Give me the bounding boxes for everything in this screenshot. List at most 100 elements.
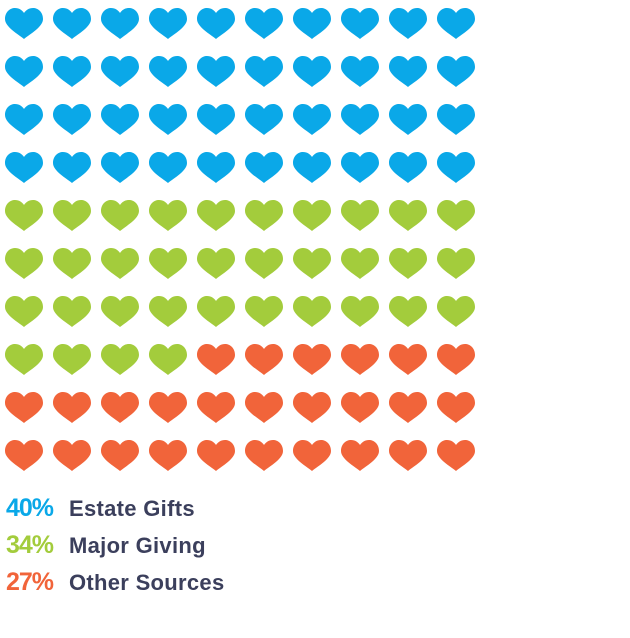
heart-icon xyxy=(245,344,283,375)
heart-icon xyxy=(389,8,427,39)
heart-icon xyxy=(149,104,187,135)
heart-icon xyxy=(53,392,91,423)
heart-icon xyxy=(53,56,91,87)
heart-icon xyxy=(341,8,379,39)
heart-icon xyxy=(197,104,235,135)
heart-icon xyxy=(197,152,235,183)
heart-icon xyxy=(341,56,379,87)
legend-percent: 40% xyxy=(6,494,54,522)
heart-icon xyxy=(197,296,235,327)
heart-icon xyxy=(53,248,91,279)
heart-icon xyxy=(149,152,187,183)
waffle-chart xyxy=(5,8,475,471)
heart-icon xyxy=(293,56,331,87)
heart-icon xyxy=(245,248,283,279)
heart-icon xyxy=(389,440,427,471)
heart-icon xyxy=(53,8,91,39)
legend-percent: 34% xyxy=(6,531,54,559)
heart-icon xyxy=(149,344,187,375)
heart-icon xyxy=(389,296,427,327)
heart-icon xyxy=(245,8,283,39)
heart-icon xyxy=(5,344,43,375)
heart-icon xyxy=(293,440,331,471)
heart-icon xyxy=(5,296,43,327)
heart-icon xyxy=(389,104,427,135)
heart-icon xyxy=(437,200,475,231)
heart-icon xyxy=(149,56,187,87)
legend-percent: 27% xyxy=(6,568,54,596)
heart-icon xyxy=(197,440,235,471)
heart-icon xyxy=(149,392,187,423)
heart-icon xyxy=(341,152,379,183)
heart-icon xyxy=(341,200,379,231)
heart-icon xyxy=(101,248,139,279)
heart-icon xyxy=(101,296,139,327)
heart-icon xyxy=(341,296,379,327)
heart-icon xyxy=(341,440,379,471)
heart-icon xyxy=(53,440,91,471)
heart-icon xyxy=(437,56,475,87)
heart-icon xyxy=(437,440,475,471)
heart-icon xyxy=(101,56,139,87)
heart-icon xyxy=(245,296,283,327)
heart-icon xyxy=(293,296,331,327)
heart-icon xyxy=(293,248,331,279)
heart-icon xyxy=(53,104,91,135)
heart-icon xyxy=(149,8,187,39)
heart-icon xyxy=(293,344,331,375)
heart-icon xyxy=(245,104,283,135)
heart-icon xyxy=(341,104,379,135)
heart-icon xyxy=(197,392,235,423)
heart-icon xyxy=(53,152,91,183)
legend-label: Estate Gifts xyxy=(69,495,195,521)
heart-icon xyxy=(341,344,379,375)
heart-icon xyxy=(437,344,475,375)
heart-icon xyxy=(293,392,331,423)
heart-icon xyxy=(293,152,331,183)
heart-icon xyxy=(101,8,139,39)
legend-item-estate-gifts: 40% Estate Gifts xyxy=(6,490,406,527)
heart-icon xyxy=(5,392,43,423)
heart-icon xyxy=(5,200,43,231)
heart-icon xyxy=(389,56,427,87)
heart-icon xyxy=(197,200,235,231)
heart-icon xyxy=(437,152,475,183)
heart-icon xyxy=(101,152,139,183)
heart-icon xyxy=(197,8,235,39)
heart-icon xyxy=(437,296,475,327)
heart-icon xyxy=(5,8,43,39)
heart-icon xyxy=(389,392,427,423)
heart-icon xyxy=(101,440,139,471)
heart-icon xyxy=(197,56,235,87)
heart-icon xyxy=(437,104,475,135)
legend-item-other-sources: 27% Other Sources xyxy=(6,564,406,601)
legend-label: Other Sources xyxy=(69,569,225,595)
heart-icon xyxy=(101,200,139,231)
heart-icon xyxy=(389,344,427,375)
heart-icon xyxy=(389,248,427,279)
heart-icon xyxy=(245,152,283,183)
heart-icon xyxy=(245,392,283,423)
heart-icon xyxy=(149,248,187,279)
heart-icon xyxy=(149,200,187,231)
heart-icon xyxy=(5,152,43,183)
heart-icon xyxy=(101,104,139,135)
heart-icon xyxy=(5,248,43,279)
heart-icon xyxy=(149,440,187,471)
heart-icon xyxy=(197,344,235,375)
heart-icon xyxy=(53,296,91,327)
heart-icon xyxy=(5,56,43,87)
heart-icon xyxy=(341,248,379,279)
heart-icon xyxy=(245,200,283,231)
heart-icon xyxy=(389,200,427,231)
legend: 40% Estate Gifts 34% Major Giving 27% Ot… xyxy=(6,490,406,601)
heart-icon xyxy=(5,440,43,471)
heart-icon xyxy=(341,392,379,423)
heart-icon xyxy=(293,200,331,231)
heart-icon xyxy=(197,248,235,279)
heart-icon xyxy=(101,392,139,423)
heart-icon xyxy=(245,440,283,471)
heart-icon xyxy=(293,8,331,39)
heart-icon xyxy=(293,104,331,135)
heart-icon xyxy=(245,56,283,87)
